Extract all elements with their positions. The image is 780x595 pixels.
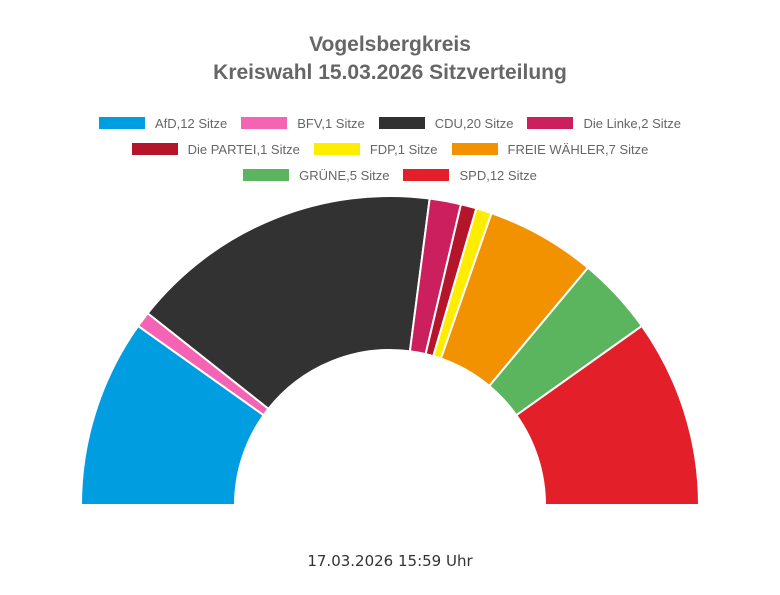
- legend-swatch: [131, 143, 178, 155]
- legend-swatch: [527, 117, 574, 129]
- chart-legend: AfD,12 Sitze BFV,1 Sitze CDU,20 Sitze Die L…: [0, 110, 780, 188]
- legend-swatch: [378, 117, 425, 129]
- legend-item[interactable]: CDU,20 Sitze: [378, 115, 514, 131]
- legend-row: GRÜNE,5 Sitze SPD,12 Sitze: [0, 162, 780, 188]
- legend-swatch: [451, 143, 498, 155]
- legend-label: FREIE WÄHLER,7 Sitze: [507, 141, 649, 157]
- legend-label: SPD,12 Sitze: [459, 167, 537, 183]
- legend-item[interactable]: FDP,1 Sitze: [313, 141, 438, 157]
- legend-label: BFV,1 Sitze: [297, 115, 365, 131]
- legend-label: FDP,1 Sitze: [369, 141, 438, 157]
- legend-item[interactable]: BFV,1 Sitze: [241, 115, 365, 131]
- legend-item[interactable]: GRÜNE,5 Sitze: [243, 168, 389, 183]
- legend-item[interactable]: SPD,12 Sitze: [403, 167, 537, 183]
- legend-item[interactable]: FREIE WÄHLER,7 Sitze: [451, 141, 649, 157]
- legend-label: Die Linke,2 Sitze: [583, 115, 682, 131]
- chart-title: Vogelsbergkreis: [309, 33, 471, 56]
- legend-label: CDU,20 Sitze: [434, 115, 514, 131]
- legend-row: Die PARTEI,1 Sitze FDP,1 Sitze FREIE WÄHLE…: [0, 136, 780, 162]
- legend-item[interactable]: AfD,12 Sitze: [98, 115, 228, 131]
- legend-row: AfD,12 Sitze BFV,1 Sitze CDU,20 Sitze Die L…: [0, 110, 780, 136]
- chart-subtitle: Kreiswahl 15.03.2026 Sitzverteilung: [213, 61, 567, 84]
- legend-item[interactable]: Die PARTEI,1 Sitze: [131, 141, 300, 157]
- legend-swatch: [313, 143, 360, 155]
- legend-swatch: [403, 169, 450, 181]
- legend-swatch: [241, 117, 288, 129]
- seat-segment-spd[interactable]: [514, 324, 701, 506]
- legend-label: Die PARTEI,1 Sitze: [187, 141, 300, 157]
- legend-label: AfD,12 Sitze: [154, 115, 228, 131]
- timestamp: 17.03.2026 15:59 Uhr: [307, 552, 473, 570]
- legend-swatch: [243, 169, 290, 181]
- legend-swatch: [98, 117, 145, 129]
- legend-item[interactable]: Die Linke,2 Sitze: [527, 116, 681, 131]
- seat-segment-cdu[interactable]: [146, 195, 431, 411]
- legend-label: GRÜNE,5 Sitze: [299, 167, 390, 183]
